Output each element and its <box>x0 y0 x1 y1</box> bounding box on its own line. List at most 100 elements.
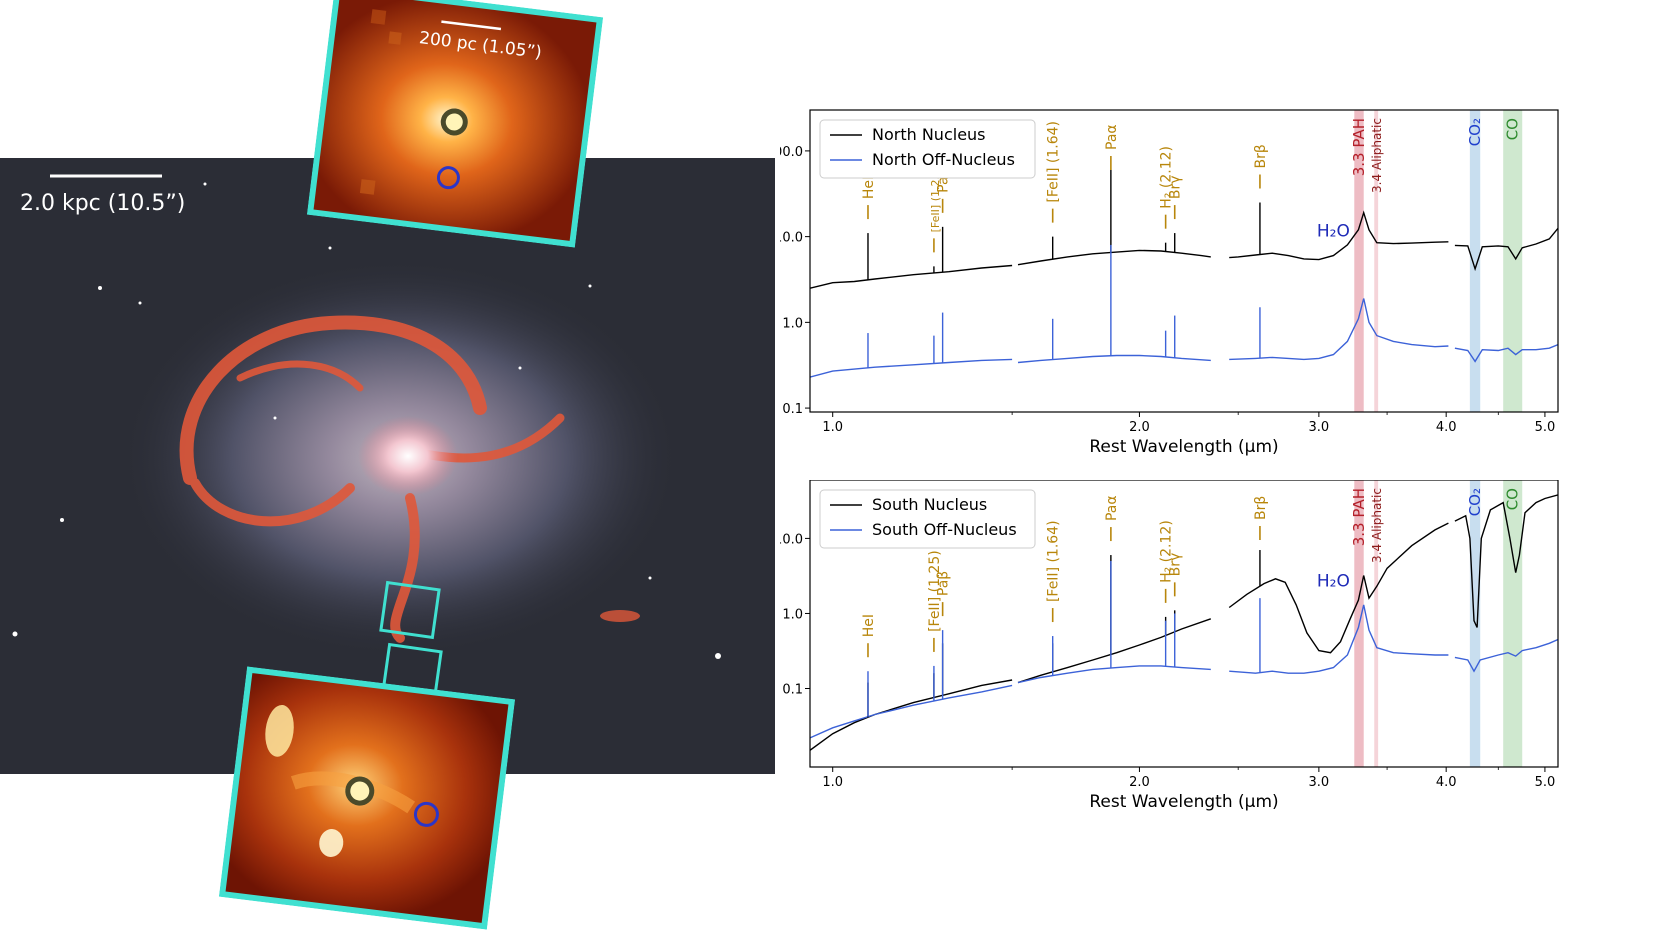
bottom-series-south-off-nucleus-segment-3 <box>1454 638 1558 673</box>
star <box>273 416 277 420</box>
star <box>328 246 332 250</box>
top-band-label-3-4-aliphatic: 3.4 Aliphatic <box>1370 118 1384 193</box>
south-offnucleus-aperture <box>413 801 439 827</box>
top-line-label-feii-1-25: [FeII] (1.25) <box>929 168 942 232</box>
star <box>588 284 592 288</box>
bottom-xtick-label: 4.0 <box>1436 775 1457 790</box>
bottom-line-label-pa: Paβ <box>936 571 952 596</box>
north-spectrum-svg: 3.3 PAH 3.4 Aliphatic CO₂ CO HeI [FeII] (1.25… <box>743 109 1559 457</box>
bottom-band-label-3-4-aliphatic: 3.4 Aliphatic <box>1370 488 1384 563</box>
top-line-label-feii-1-64: [FeII] (1.64) <box>1046 121 1062 203</box>
bottom-spectra <box>810 494 1558 751</box>
bottom-xtick-label: 3.0 <box>1309 775 1330 790</box>
top-xtick-label: 3.0 <box>1309 420 1330 435</box>
bottom-legend-entry-south-off-nucleus: South Off-Nucleus <box>872 520 1017 539</box>
bottom-xtick-label: 5.0 <box>1535 775 1556 790</box>
top-ytick-label: 0.1 <box>782 402 803 417</box>
top-band-3-3-pah <box>1354 110 1364 412</box>
north-spectrum-chart: 3.3 PAH 3.4 Aliphatic CO₂ CO HeI [FeII] (1.25… <box>743 85 1661 490</box>
galaxy-core <box>358 416 458 496</box>
galaxy-image: 2.0 kpc (10.5”) <box>0 158 775 774</box>
top-xtick-label: 4.0 <box>1436 420 1457 435</box>
star <box>138 301 142 305</box>
bottom-axes-frame <box>809 479 1559 768</box>
top-annotation-h-o: H₂O <box>1317 222 1350 242</box>
south-spectrum-chart: 3.3 PAH 3.4 Aliphatic CO₂ CO HeI [FeII] (1.25… <box>743 479 1661 934</box>
bottom-series-south-nucleus-segment-0 <box>810 679 1013 751</box>
bright-knot <box>265 704 294 757</box>
galaxy-spiral-arms <box>179 315 565 643</box>
bottom-line-label-feii-1-25: [FeII] (1.25) <box>927 550 943 632</box>
top-line-label-br: Brβ <box>1253 144 1269 168</box>
top-series-north-off-nucleus-segment-3 <box>1454 343 1558 363</box>
map-pixel <box>359 179 376 195</box>
bottom-ytick-label: 0.1 <box>782 683 803 698</box>
bottom-legend-entry-south-nucleus: South Nucleus <box>872 495 987 514</box>
top-band-label-co: CO <box>1504 118 1522 140</box>
north-nucleus-inset: 200 pc (1.05”) <box>306 0 604 248</box>
background-galaxy <box>600 610 640 622</box>
top-line-label-pa: Paα <box>1104 124 1120 150</box>
top-legend-entry-north-nucleus: North Nucleus <box>872 125 986 144</box>
star <box>98 286 102 290</box>
star <box>12 631 18 637</box>
north-inset-map: 200 pc (1.05”) <box>306 0 604 248</box>
bottom-legend-box <box>819 489 1036 549</box>
top-series-north-off-nucleus-segment-1 <box>1017 354 1211 364</box>
star <box>203 182 207 186</box>
bottom-line-label-hei: HeI <box>861 614 877 637</box>
spiral-arm-south <box>390 493 420 643</box>
galaxy-image-canvas: 2.0 kpc (10.5”) <box>0 158 775 774</box>
map-pixel <box>388 31 402 45</box>
south-spectrum-svg: 3.3 PAH 3.4 Aliphatic CO₂ CO HeI [FeII] (1.25… <box>743 479 1559 812</box>
top-band-label-co: CO₂ <box>1466 118 1484 146</box>
north-nucleus-aperture <box>440 108 468 136</box>
bottom-series-south-off-nucleus-segment-0 <box>810 684 1013 739</box>
north-inset-scale-bar <box>441 20 502 31</box>
bottom-ytick-label: 10.0 <box>780 532 803 547</box>
bottom-series-south-off-nucleus-segment-2 <box>1229 604 1449 674</box>
galaxy-stars <box>12 182 721 659</box>
bottom-xtick-label: 2.0 <box>1129 775 1150 790</box>
star <box>60 518 64 522</box>
bottom-legend: South Nucleus South Off-Nucleus <box>819 489 1036 549</box>
spiral-arm-inner <box>236 360 364 392</box>
star <box>715 653 721 659</box>
bottom-band-label-3-3-pah: 3.3 PAH <box>1350 488 1368 546</box>
south-nucleus-aperture <box>345 776 375 806</box>
bottom-annotation-h-o: H₂O <box>1317 571 1350 591</box>
spiral-arm-north <box>179 315 487 485</box>
top-xtick-label: 1.0 <box>822 420 843 435</box>
bottom-band-co <box>1503 480 1523 767</box>
top-series-north-nucleus-segment-2 <box>1229 210 1449 261</box>
top-series-north-off-nucleus-segment-0 <box>810 358 1013 378</box>
south-inset-map <box>218 666 516 930</box>
bright-knot <box>319 829 344 857</box>
bottom-band-label-co: CO₂ <box>1466 488 1484 516</box>
bottom-band-label-co: CO <box>1504 488 1522 510</box>
bottom-series-south-nucleus-segment-2 <box>1228 522 1449 654</box>
bottom-x-axis-label: Rest Wavelength (μm) <box>1089 792 1278 812</box>
top-series-north-off-nucleus-segment-2 <box>1229 298 1449 361</box>
top-x-axis-label: Rest Wavelength (μm) <box>1089 437 1278 457</box>
bottom-line-label-feii-1-64: [FeII] (1.64) <box>1046 520 1062 602</box>
top-line-label-br: Brγ <box>1168 175 1184 199</box>
bottom-series-south-nucleus-segment-3 <box>1454 494 1558 628</box>
star <box>518 366 522 370</box>
top-legend-box <box>819 119 1036 179</box>
bottom-line-label-br: Brβ <box>1253 496 1269 520</box>
top-series-north-nucleus-segment-3 <box>1454 227 1558 272</box>
top-band-3-4-aliphatic <box>1374 110 1379 412</box>
galaxy-scale-label: 2.0 kpc (10.5”) <box>20 191 185 216</box>
top-spectra <box>810 210 1558 378</box>
top-axes-frame <box>809 109 1559 413</box>
top-band-co <box>1503 110 1523 412</box>
top-band-co <box>1469 110 1481 412</box>
bottom-ytick-label: 1.0 <box>782 607 803 622</box>
bottom-line-label-br: Brγ <box>1168 553 1184 577</box>
top-xtick-label: 2.0 <box>1129 420 1150 435</box>
bottom-xtick-label: 1.0 <box>822 775 843 790</box>
bottom-series-south-off-nucleus-segment-1 <box>1017 665 1211 684</box>
top-legend: North Nucleus North Off-Nucleus <box>819 119 1036 179</box>
bottom-band-3-4-aliphatic <box>1374 480 1379 767</box>
